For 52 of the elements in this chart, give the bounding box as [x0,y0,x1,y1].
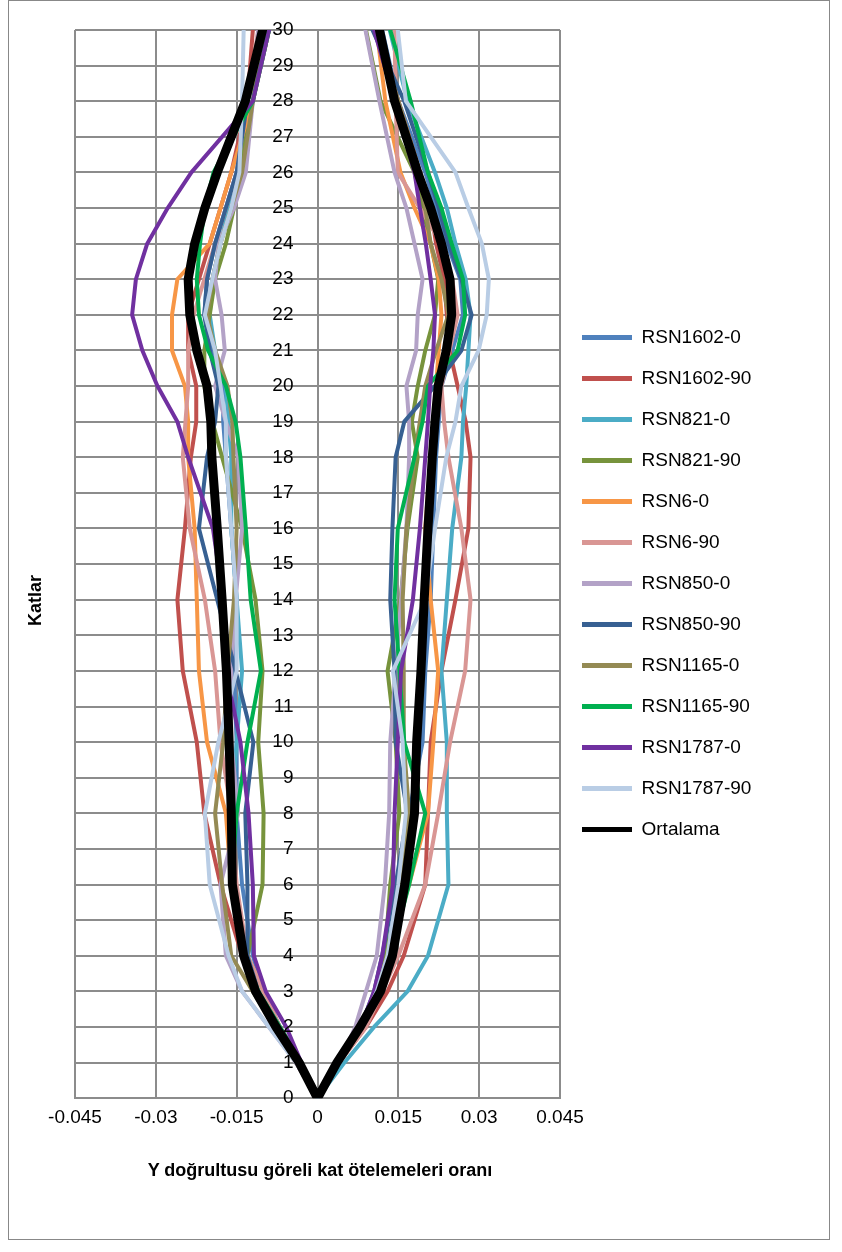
y-tick-label: 29 [272,53,294,75]
y-tick-label: 15 [272,552,294,574]
y-tick-label: 17 [272,481,294,503]
y-tick-label: 27 [272,125,294,147]
legend-label: RSN821-90 [641,448,741,470]
legend-label: RSN1787-90 [641,776,752,798]
legend-label: RSN1602-0 [641,325,741,347]
y-tick-label: 19 [272,409,294,431]
legend-label: RSN850-0 [641,571,731,593]
y-tick-label: 1 [282,1050,294,1072]
legend-label: RSN6-90 [641,530,720,552]
y-tick-label: 4 [282,944,294,966]
y-tick-label: 6 [282,872,294,894]
legend-label: RSN1787-0 [641,735,741,757]
legend-label: RSN1165-0 [641,653,740,675]
y-tick-label: 28 [272,89,294,111]
x-tick-label: -0.015 [209,1105,264,1127]
y-tick-label: 21 [272,338,294,360]
y-tick-label: 30 [272,18,294,40]
y-tick-label: 22 [272,303,294,325]
y-tick-label: 11 [273,694,294,716]
y-tick-label: 9 [282,765,294,787]
y-tick-label: 5 [282,908,294,930]
legend-label: RSN850-90 [641,612,741,634]
x-tick-label: 0.015 [374,1105,423,1127]
legend-label: Ortalama [641,817,721,839]
y-tick-label: 10 [272,730,294,752]
y-axis-title: Katlar [24,574,46,628]
y-tick-label: 0 [282,1086,294,1108]
y-tick-label: 23 [272,267,294,289]
y-tick-label: 14 [272,587,294,609]
y-tick-label: 18 [272,445,294,467]
y-tick-label: 20 [272,374,294,396]
x-tick-label: 0 [312,1105,323,1127]
y-tick-label: 8 [282,801,294,823]
x-axis-title: Y doğrultusu göreli kat ötelemeleri oranı [146,1160,494,1181]
y-tick-label: 7 [282,837,294,859]
y-tick-label: 12 [272,659,294,681]
x-tick-label: 0.045 [536,1105,584,1127]
x-tick-label: 0.03 [460,1105,498,1127]
y-tick-label: 26 [272,160,294,182]
legend-label: RSN6-0 [641,489,710,511]
y-tick-label: 13 [272,623,294,645]
x-tick-label: -0.045 [48,1105,102,1127]
y-tick-label: 25 [272,196,294,218]
y-tick-label: 16 [272,516,294,538]
legend-label: RSN821-0 [641,407,731,429]
legend-label: RSN1602-90 [641,366,752,388]
y-tick-label: 24 [272,231,294,253]
x-tick-label: -0.03 [134,1105,178,1127]
legend-label: RSN1165-90 [641,694,750,716]
y-tick-label: 3 [282,979,294,1001]
